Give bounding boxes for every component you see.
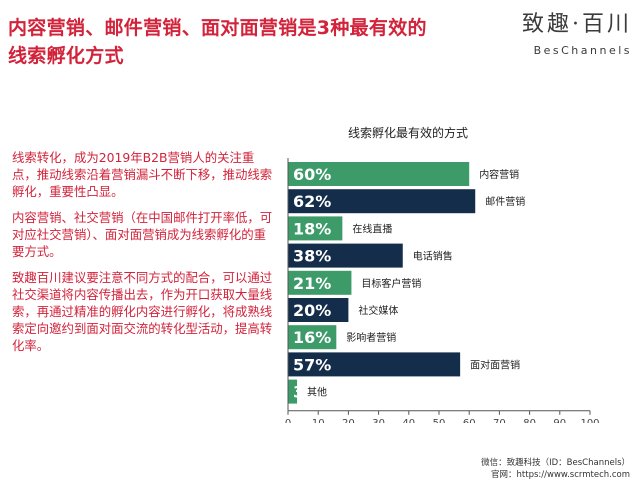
chart-title: 线索孵化最有效的方式 xyxy=(348,125,468,140)
brand-name-cn: 致趣·百川 xyxy=(522,12,632,37)
bar-4 xyxy=(288,243,403,268)
x-tick-label: 40 xyxy=(402,418,415,423)
bar-value-label: 3% xyxy=(293,383,320,402)
bar-category-label: 社交媒体 xyxy=(358,304,398,317)
bar-value-label: 16% xyxy=(293,328,331,347)
bar-value-label: 62% xyxy=(293,192,331,211)
bar-8 xyxy=(288,352,461,377)
insight-paragraph-2: 内容营销、社交营销（在中国邮件打开率低，可对应社交营销）、面对面营销成为线索孵化… xyxy=(12,210,273,259)
bar-chart-svg: 线索孵化最有效的方式 60% 内容营销 62% 邮件营销 18% 在线直播 38% 电话销售 2… xyxy=(285,125,600,429)
brand-logo: 致趣·百川 BesChannels xyxy=(522,12,632,57)
title-line-2: 线索孵化方式 xyxy=(8,45,124,67)
bar-category-label: 在线直播 xyxy=(352,222,392,235)
bar-3 xyxy=(288,216,343,241)
x-tick-label: 20 xyxy=(342,418,355,423)
bar-7 xyxy=(288,325,337,350)
footer-credits: 微信：致趣科技（ID：BesChannels） 官网：https://www.s… xyxy=(481,458,630,481)
bar-category-label: 影响者营销 xyxy=(346,331,396,344)
bar-value-label: 21% xyxy=(293,274,331,293)
footer-wechat: 微信：致趣科技（ID：BesChannels） xyxy=(481,458,630,468)
brand-name-en: BesChannels xyxy=(533,44,632,57)
x-tick-label: 30 xyxy=(372,418,385,423)
bar-category-label: 电话销售 xyxy=(413,250,453,263)
bar-category-label: 邮件营销 xyxy=(485,195,525,208)
bar-2 xyxy=(288,189,476,214)
x-tick-label: 70 xyxy=(493,418,506,423)
x-tick-label: 90 xyxy=(553,418,566,423)
bar-6 xyxy=(288,298,349,322)
x-tick-label: 0 xyxy=(285,418,291,423)
bar-category-label: 其他 xyxy=(307,386,327,399)
x-tick-label: 80 xyxy=(523,418,536,423)
insight-paragraph-1: 线索转化，成为2019年B2B营销人的关注重点，推动线索沿着营销漏斗不断下移，推… xyxy=(12,150,273,199)
x-tick-label: 60 xyxy=(463,418,476,423)
x-tick-label: 50 xyxy=(433,418,446,423)
insight-text: 线索转化，成为2019年B2B营销人的关注重点，推动线索沿着营销漏斗不断下移，推… xyxy=(12,149,274,363)
x-tick-label: 100 xyxy=(580,418,599,423)
bar-category-label: 面对面营销 xyxy=(470,358,520,371)
bar-chart: 线索孵化最有效的方式 60% 内容营销 62% 邮件营销 18% 在线直播 38% 电话销售 2… xyxy=(270,118,615,429)
x-tick-label: 10 xyxy=(312,418,325,423)
bar-5 xyxy=(288,270,352,295)
bar-value-label: 57% xyxy=(293,355,331,374)
bar-value-label: 38% xyxy=(293,247,331,266)
bar-1 xyxy=(288,162,470,186)
bar-category-label: 目标客户营销 xyxy=(361,277,421,290)
bar-9 xyxy=(288,379,298,404)
bar-value-label: 60% xyxy=(293,165,331,184)
insight-paragraph-3: 致趣百川建议要注意不同方式的配合，可以通过社交渠道将内容传播出去，作为开口获取大… xyxy=(12,270,273,353)
title-line-1: 内容营销、邮件营销、面对面营销是3种最有效的 xyxy=(8,17,427,39)
bar-value-label: 18% xyxy=(293,219,331,238)
bar-value-label: 20% xyxy=(293,301,331,320)
bar-category-label: 内容营销 xyxy=(479,168,519,181)
footer-website: 官网：https://www.scrmtech.com xyxy=(491,469,630,480)
